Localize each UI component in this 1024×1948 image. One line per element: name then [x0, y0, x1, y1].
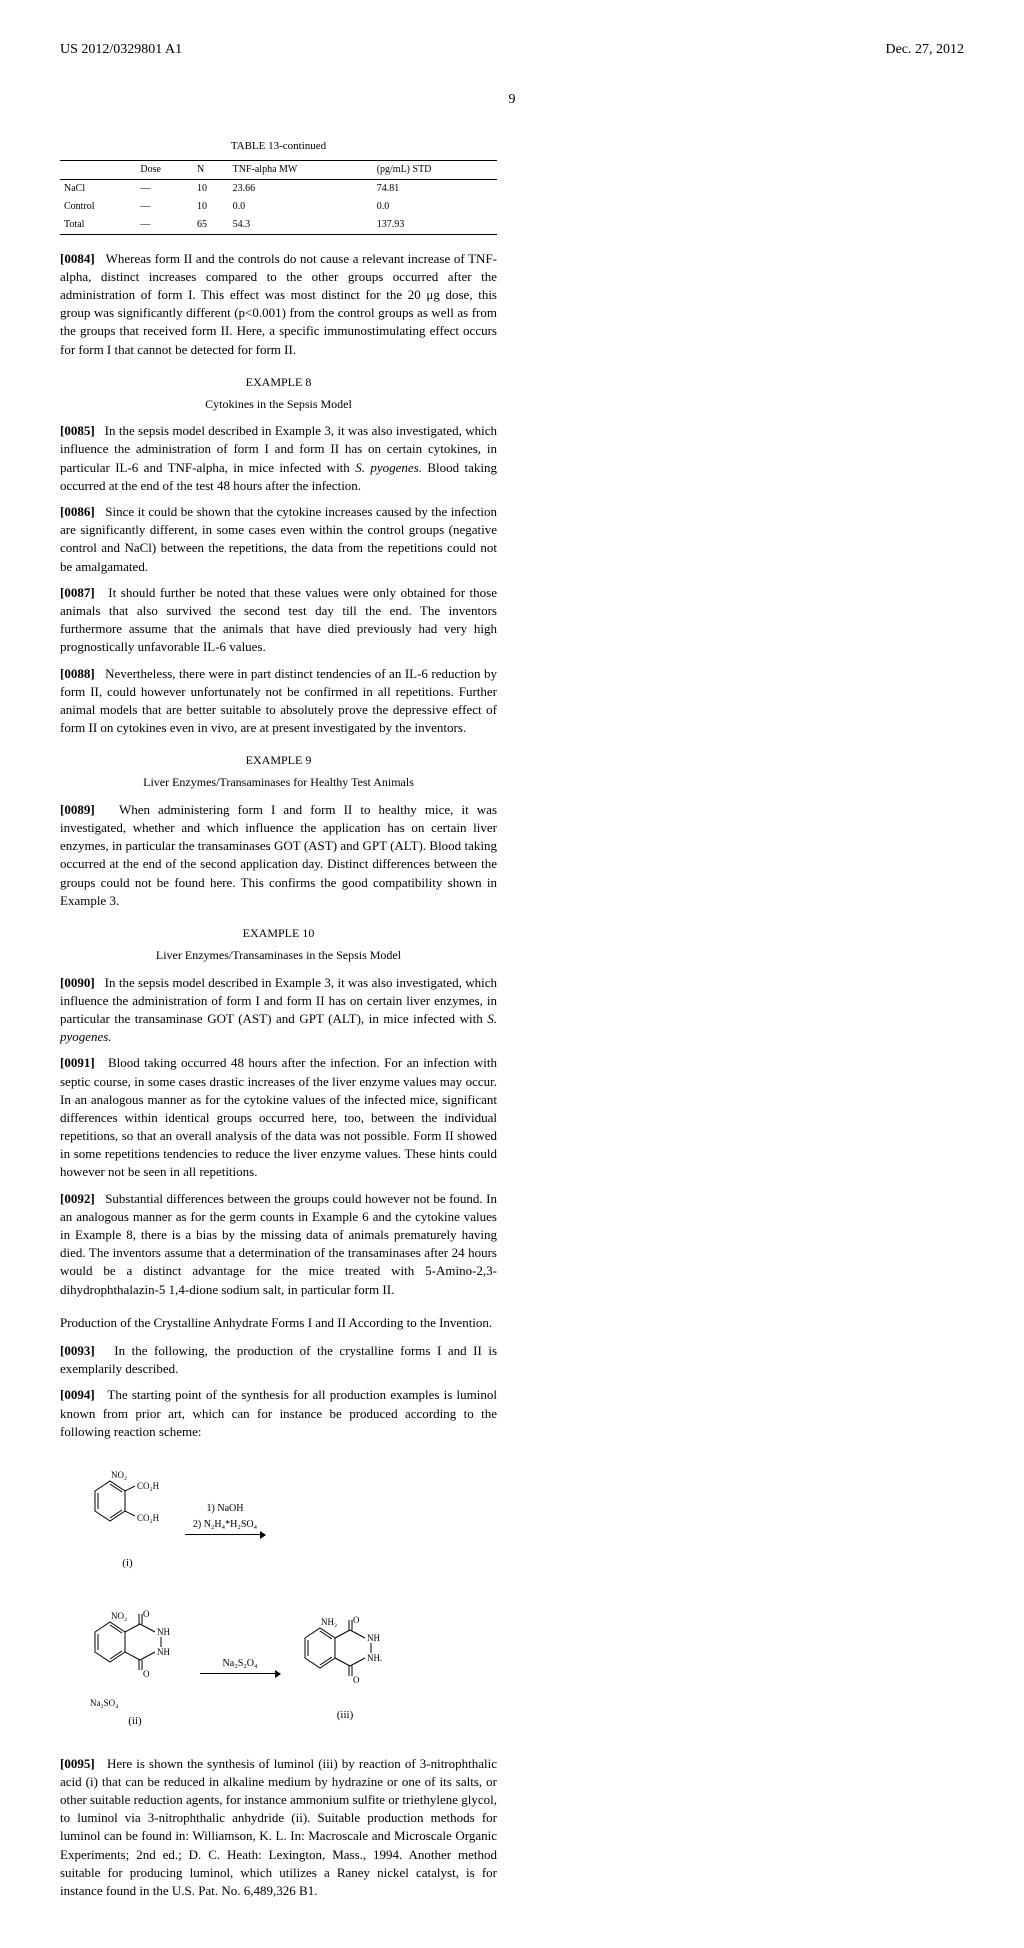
molecule-i: NO₂ CO₂H CO₂H (i): [85, 1466, 170, 1572]
reaction-arrow-1: 1) NaOH 2) N₂H₄*H₂SO₄: [185, 1502, 265, 1535]
table-header: Dose: [136, 160, 193, 179]
paragraph-0092: [0092] Substantial differences between t…: [60, 1190, 497, 1299]
table-header: (pg/mL) STD: [373, 160, 497, 179]
svg-text:NH₂: NH₂: [321, 1617, 337, 1627]
reaction-arrow-2: Na₂S₂O₄: [200, 1657, 280, 1674]
svg-text:NO₂: NO₂: [111, 1611, 127, 1621]
svg-text:NH: NH: [157, 1647, 170, 1657]
svg-text:O: O: [143, 1609, 150, 1619]
paragraph-0084: [0084] Whereas form II and the controls …: [60, 250, 497, 359]
reaction-scheme: NO₂ CO₂H CO₂H (i) 1) NaOH 2) N₂H₄*H₂SO₄: [60, 1461, 497, 1735]
table-row: Control — 10 0.0 0.0: [60, 198, 497, 216]
patent-number: US 2012/0329801 A1: [60, 40, 182, 60]
svg-text:NH: NH: [367, 1633, 380, 1643]
paragraph-0095: [0095] Here is shown the synthesis of lu…: [60, 1755, 497, 1901]
svg-text:O: O: [353, 1675, 360, 1685]
table-header: TNF-alpha MW: [229, 160, 373, 179]
table-header: N: [193, 160, 229, 179]
example-10-header: EXAMPLE 10: [60, 925, 497, 942]
paragraph-0093: [0093] In the following, the production …: [60, 1342, 497, 1378]
paragraph-0086: [0086] Since it could be shown that the …: [60, 503, 497, 576]
svg-text:O: O: [353, 1615, 360, 1625]
svg-text:O: O: [143, 1669, 150, 1679]
patent-date: Dec. 27, 2012: [885, 40, 964, 60]
paragraph-0094: [0094] The starting point of the synthes…: [60, 1386, 497, 1441]
svg-text:NH.: NH.: [367, 1653, 382, 1663]
example-8-header: EXAMPLE 8: [60, 374, 497, 391]
page-number: 9: [60, 90, 964, 110]
table-13: TABLE 13-continued Dose N TNF-alpha MW (…: [60, 139, 497, 234]
paragraph-0085: [0085] In the sepsis model described in …: [60, 422, 497, 495]
table-row: NaCl — 10 23.66 74.81: [60, 179, 497, 198]
svg-text:NO₂: NO₂: [111, 1470, 127, 1480]
paragraph-0088: [0088] Nevertheless, there were in part …: [60, 665, 497, 738]
production-section-title: Production of the Crystalline Anhydrate …: [60, 1314, 497, 1332]
paragraph-0090: [0090] In the sepsis model described in …: [60, 974, 497, 1047]
example-8-title: Cytokines in the Sepsis Model: [60, 396, 497, 413]
table-row: Total — 65 54.3 137.93: [60, 216, 497, 235]
svg-text:CO₂H: CO₂H: [137, 1513, 160, 1523]
svg-text:CO₂H: CO₂H: [137, 1481, 160, 1491]
example-10-title: Liver Enzymes/Transaminases in the Sepsi…: [60, 947, 497, 964]
table-header: [60, 160, 136, 179]
molecule-iii: NH₂ O NH NH. O (iii): [295, 1608, 395, 1724]
example-9-title: Liver Enzymes/Transaminases for Healthy …: [60, 774, 497, 791]
paragraph-0091: [0091] Blood taking occurred 48 hours af…: [60, 1054, 497, 1181]
paragraph-0087: [0087] It should further be noted that t…: [60, 584, 497, 657]
example-9-header: EXAMPLE 9: [60, 752, 497, 769]
table-title: TABLE 13-continued: [60, 139, 497, 154]
molecule-ii: NO₂ O NH NH O Na₂SO₄ (ii): [85, 1602, 185, 1730]
paragraph-0089: [0089] When administering form I and for…: [60, 801, 497, 910]
svg-text:NH: NH: [157, 1627, 170, 1637]
